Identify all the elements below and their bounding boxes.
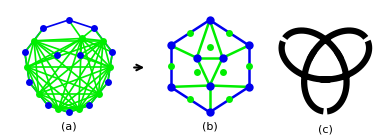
Text: (b): (b) (202, 122, 218, 131)
Text: (a): (a) (61, 122, 76, 131)
Text: (c): (c) (318, 124, 333, 134)
